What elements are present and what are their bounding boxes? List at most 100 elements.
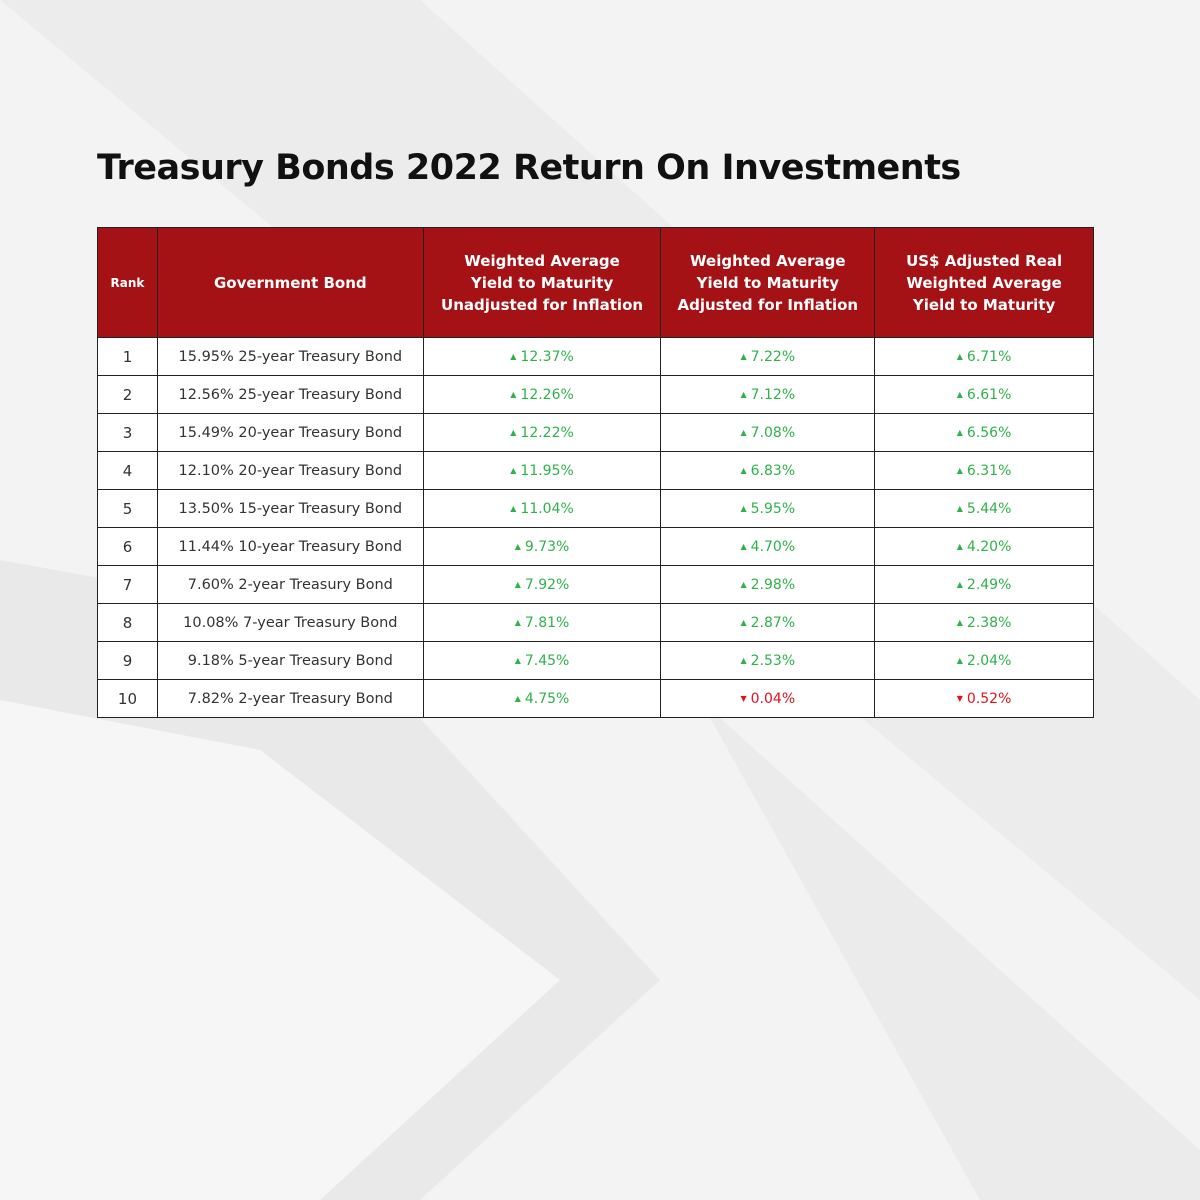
yield-cell: ▲ 7.45% xyxy=(422,641,662,680)
yield-value: 2.87% xyxy=(750,614,796,631)
yield-cell: ▲ 5.44% xyxy=(874,489,1094,528)
table-row: 3 15.49% 20-year Treasury Bond ▲ 12.22% ▲ 7.0… xyxy=(97,413,1094,452)
table-body: 1 15.95% 25-year Treasury Bond ▲ 12.37% ▲ 7.2… xyxy=(97,337,1094,718)
rank-cell: 1 xyxy=(97,337,158,376)
rank-cell: 2 xyxy=(97,375,158,414)
yield-cell: ▲ 7.81% xyxy=(422,603,662,642)
yield-cell: ▲ 2.04% xyxy=(874,641,1094,680)
yield-value: 9.73% xyxy=(524,538,570,555)
yield-cell: ▲ 4.75% xyxy=(422,679,662,718)
column-header: Weighted Average Yield to Maturity Adjus… xyxy=(660,227,876,338)
yield-value: 7.12% xyxy=(750,386,796,403)
table-row: 6 11.44% 10-year Treasury Bond ▲ 9.73% ▲ 4.70… xyxy=(97,527,1094,566)
yield-cell: ▲ 6.71% xyxy=(874,337,1094,376)
yield-cell: ▲ 6.83% xyxy=(660,451,876,490)
trend-arrow: ▲ xyxy=(510,465,517,475)
yield-value: 2.53% xyxy=(750,652,796,669)
yield-value: 6.61% xyxy=(966,386,1012,403)
yield-cell: ▲ 7.08% xyxy=(660,413,876,452)
trend-arrow: ▲ xyxy=(514,579,521,589)
trend-arrow: ▲ xyxy=(956,541,963,551)
yield-value: 2.98% xyxy=(750,576,796,593)
yield-cell: ▲ 7.92% xyxy=(422,565,662,604)
header-row: Rank Government Bond Weighted Average Yiel… xyxy=(97,227,1094,338)
yield-cell: ▲ 7.22% xyxy=(660,337,876,376)
column-header: Weighted Average Yield to Maturity Unadj… xyxy=(422,227,662,338)
bond-cell: 11.44% 10-year Treasury Bond xyxy=(156,527,424,566)
yield-cell: ▲ 6.61% xyxy=(874,375,1094,414)
yield-value: 0.52% xyxy=(966,690,1012,707)
trend-arrow: ▲ xyxy=(740,389,747,399)
yield-cell: ▲ 11.04% xyxy=(422,489,662,528)
yield-value: 12.37% xyxy=(520,348,574,365)
yield-value: 12.26% xyxy=(520,386,574,403)
trend-arrow: ▲ xyxy=(514,693,521,703)
yield-value: 5.95% xyxy=(750,500,796,517)
trend-arrow: ▲ xyxy=(740,465,747,475)
table-row: 1 15.95% 25-year Treasury Bond ▲ 12.37% ▲ 7.2… xyxy=(97,337,1094,376)
table-row: 4 12.10% 20-year Treasury Bond ▲ 11.95% ▲ 6.8… xyxy=(97,451,1094,490)
yield-value: 4.70% xyxy=(750,538,796,555)
yield-value: 4.75% xyxy=(524,690,570,707)
trend-arrow: ▲ xyxy=(956,503,963,513)
yield-value: 12.22% xyxy=(520,424,574,441)
trend-arrow: ▼ xyxy=(956,693,963,703)
yield-cell: ▲ 7.12% xyxy=(660,375,876,414)
bond-cell: 15.49% 20-year Treasury Bond xyxy=(156,413,424,452)
bond-cell: 7.82% 2-year Treasury Bond xyxy=(156,679,424,718)
table-row: 2 12.56% 25-year Treasury Bond ▲ 12.26% ▲ 7.1… xyxy=(97,375,1094,414)
yield-cell: ▲ 4.70% xyxy=(660,527,876,566)
trend-arrow: ▲ xyxy=(740,655,747,665)
yield-value: 0.04% xyxy=(750,690,796,707)
column-header: US$ Adjusted Real Weighted Average Yield… xyxy=(874,227,1094,338)
bond-cell: 10.08% 7-year Treasury Bond xyxy=(156,603,424,642)
column-header: Rank xyxy=(97,227,158,338)
table-row: 5 13.50% 15-year Treasury Bond ▲ 11.04% ▲ 5.9… xyxy=(97,489,1094,528)
trend-arrow: ▲ xyxy=(956,655,963,665)
yield-value: 11.04% xyxy=(520,500,574,517)
trend-arrow: ▼ xyxy=(740,693,747,703)
yield-value: 7.45% xyxy=(524,652,570,669)
trend-arrow: ▲ xyxy=(510,351,517,361)
table-row: 9 9.18% 5-year Treasury Bond ▲ 7.45% ▲ 2.53% ▲… xyxy=(97,641,1094,680)
table-row: 8 10.08% 7-year Treasury Bond ▲ 7.81% ▲ 2.87%… xyxy=(97,603,1094,642)
trend-arrow: ▲ xyxy=(956,351,963,361)
yield-cell: ▲ 12.37% xyxy=(422,337,662,376)
yield-cell: ▲ 2.98% xyxy=(660,565,876,604)
rank-cell: 8 xyxy=(97,603,158,642)
rank-cell: 5 xyxy=(97,489,158,528)
yield-value: 2.49% xyxy=(966,576,1012,593)
yield-value: 6.83% xyxy=(750,462,796,479)
bond-cell: 12.10% 20-year Treasury Bond xyxy=(156,451,424,490)
yield-value: 2.04% xyxy=(966,652,1012,669)
bond-cell: 15.95% 25-year Treasury Bond xyxy=(156,337,424,376)
trend-arrow: ▲ xyxy=(740,579,747,589)
yield-value: 5.44% xyxy=(966,500,1012,517)
bond-table: Rank Government Bond Weighted Average Yiel… xyxy=(97,227,1094,718)
yield-cell: ▲ 2.38% xyxy=(874,603,1094,642)
yield-value: 7.08% xyxy=(750,424,796,441)
trend-arrow: ▲ xyxy=(740,541,747,551)
yield-cell: ▼ 0.52% xyxy=(874,679,1094,718)
bg-shape xyxy=(700,700,1200,1200)
table-row: 10 7.82% 2-year Treasury Bond ▲ 4.75% ▼ 0.04%… xyxy=(97,679,1094,718)
yield-cell: ▲ 5.95% xyxy=(660,489,876,528)
bg-shape xyxy=(0,700,560,1200)
trend-arrow: ▲ xyxy=(956,465,963,475)
trend-arrow: ▲ xyxy=(956,427,963,437)
rank-cell: 6 xyxy=(97,527,158,566)
yield-value: 7.92% xyxy=(524,576,570,593)
rank-cell: 7 xyxy=(97,565,158,604)
rank-cell: 4 xyxy=(97,451,158,490)
yield-cell: ▲ 11.95% xyxy=(422,451,662,490)
yield-cell: ▲ 9.73% xyxy=(422,527,662,566)
trend-arrow: ▲ xyxy=(956,617,963,627)
trend-arrow: ▲ xyxy=(514,655,521,665)
yield-value: 6.71% xyxy=(966,348,1012,365)
yield-cell: ▼ 0.04% xyxy=(660,679,876,718)
bond-cell: 13.50% 15-year Treasury Bond xyxy=(156,489,424,528)
trend-arrow: ▲ xyxy=(514,617,521,627)
yield-cell: ▲ 2.87% xyxy=(660,603,876,642)
rank-cell: 10 xyxy=(97,679,158,718)
